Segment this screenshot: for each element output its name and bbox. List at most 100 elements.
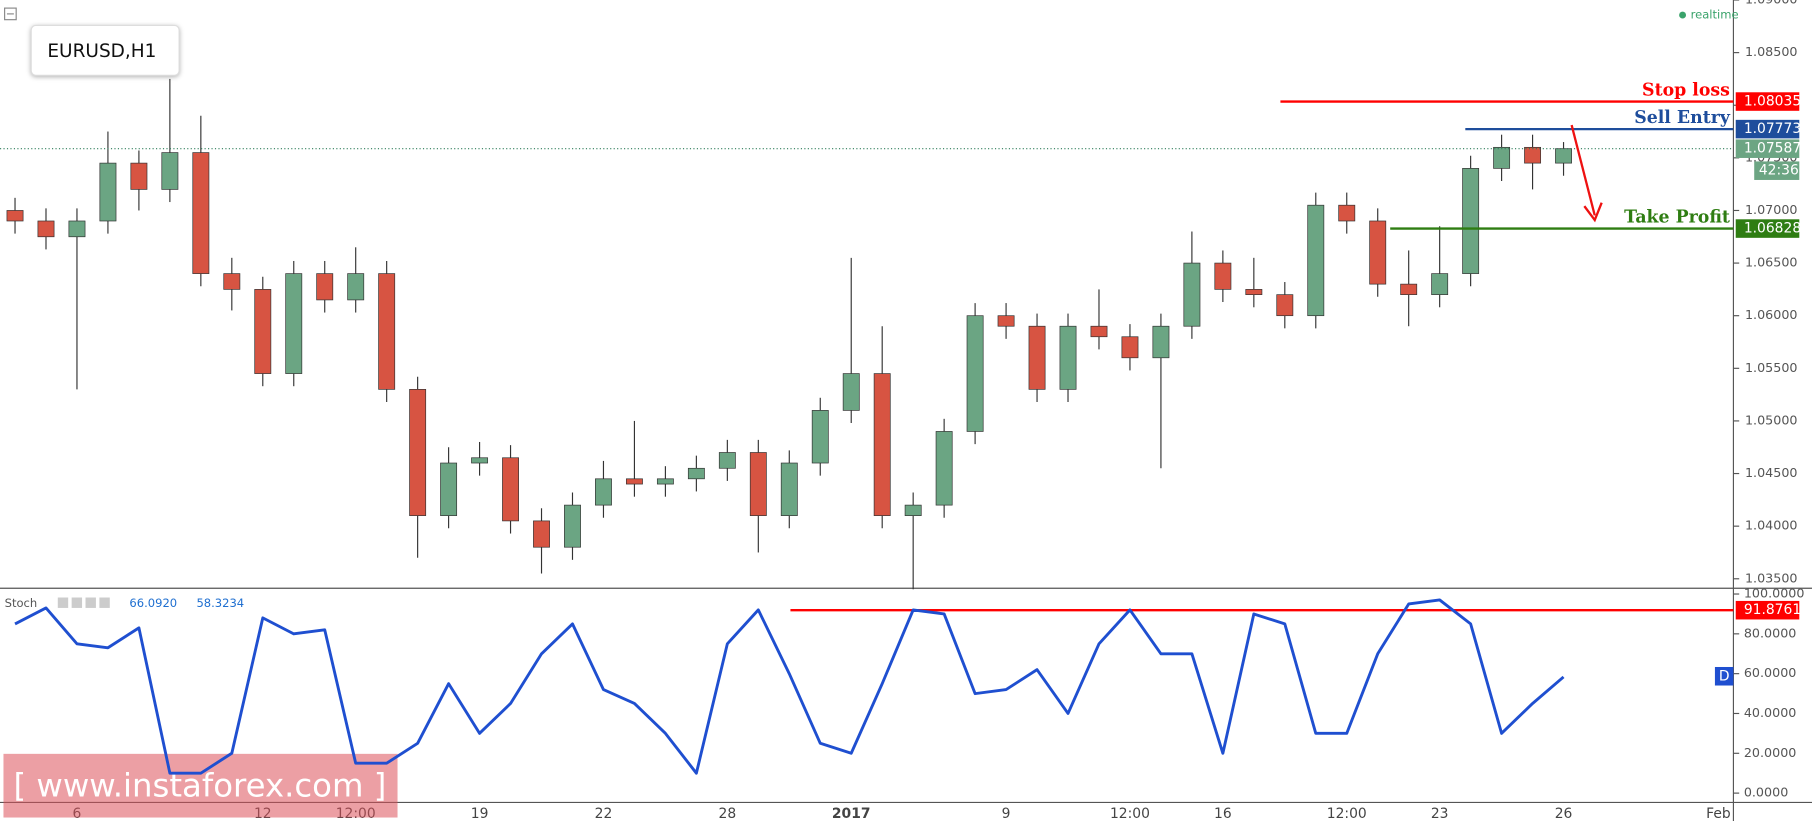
candle-body [780, 462, 798, 516]
candle-body [68, 220, 86, 238]
level-box [1735, 92, 1800, 111]
candle-body [316, 273, 334, 301]
candle-body [749, 452, 767, 516]
stoch-line [14, 598, 1565, 775]
candle-body [873, 373, 891, 516]
indicator-icon[interactable] [57, 597, 69, 608]
candle-body [1400, 283, 1418, 295]
candle-body [1524, 146, 1542, 164]
candle-body [966, 315, 984, 432]
candle-body [378, 273, 396, 390]
symbol-box[interactable] [30, 24, 180, 76]
countdown-box [1754, 161, 1800, 180]
watermark-box [3, 753, 398, 818]
candle-body [285, 273, 303, 374]
y-tick-label: 40.0000 [1744, 705, 1797, 720]
candle-body [161, 152, 179, 190]
candle-body [6, 210, 24, 222]
y-tick-label: 1.03500 [1745, 570, 1798, 585]
candle-body [1121, 336, 1139, 359]
y-tick-label: 1.05500 [1745, 360, 1798, 375]
candle-body [1152, 325, 1170, 359]
badge: D [1719, 668, 1730, 684]
indicator-icon[interactable] [99, 597, 110, 608]
candle-body [595, 478, 612, 506]
y-tick-label: 1.08500 [1745, 44, 1798, 59]
candle-body [99, 162, 117, 222]
x-tick-label: Feb [1706, 806, 1731, 821]
candle-body [440, 462, 458, 516]
symbol: EURUSD,H1 [47, 41, 156, 62]
candle-body [1307, 204, 1325, 317]
collapse-button[interactable] [4, 7, 17, 21]
candle-body [347, 273, 365, 301]
candle-body [997, 315, 1015, 327]
candle-body [192, 152, 210, 274]
last-price-label: 1.07587 [1744, 141, 1801, 157]
candle-body [471, 457, 489, 464]
candle-body [564, 504, 581, 548]
candle-body [935, 431, 953, 506]
level-box [1735, 219, 1800, 238]
y-tick-label: 1.06000 [1745, 307, 1798, 322]
y-tick-label: 1.07000 [1745, 202, 1798, 217]
candle-body [37, 220, 55, 238]
y-tick-label: 20.0000 [1744, 745, 1797, 760]
level-value: 1.06828 [1744, 221, 1801, 237]
x-tick-label: 23 [1431, 806, 1449, 821]
arrow-head [1583, 202, 1603, 223]
candle-body [254, 289, 272, 374]
x-tick-label: 22 [595, 806, 613, 821]
level-name: Take Profit [1624, 208, 1730, 228]
y-tick-label: 1.05000 [1745, 412, 1798, 427]
candle-body [1183, 262, 1201, 327]
candle-body [1369, 220, 1387, 285]
candle-body [1493, 146, 1511, 169]
arrow [1570, 124, 1596, 216]
candle-body [1276, 294, 1294, 317]
indicator-icon[interactable] [71, 597, 83, 608]
level-box [1735, 119, 1800, 139]
y-tick-label: 1.09000 [1745, 0, 1798, 7]
candle-body [223, 273, 241, 290]
candle-body [130, 162, 148, 190]
candle-body [502, 457, 519, 522]
status-dot [1679, 11, 1687, 19]
y-tick-label: 80.0000 [1744, 625, 1797, 640]
x-tick-label: 2017 [832, 806, 871, 821]
candle-body [1462, 168, 1480, 274]
candle-body [1028, 325, 1046, 390]
badge-box [1714, 666, 1734, 686]
candle-body [687, 467, 705, 480]
indicator-title: Stoch [5, 596, 38, 610]
candle-body [409, 389, 427, 516]
candle-body [1214, 262, 1232, 290]
candle-body [904, 504, 922, 516]
candle-body [1555, 148, 1572, 164]
indicator-icon[interactable] [85, 597, 96, 608]
y-tick-label: 0.0000 [1744, 785, 1788, 800]
status: realtime [1691, 8, 1739, 22]
x-tick-label: 26 [1555, 806, 1573, 821]
level-value: 91.8761 [1744, 602, 1801, 618]
level-box [1735, 600, 1800, 620]
y-tick-label: 60.0000 [1744, 665, 1797, 680]
level-value: 1.08035 [1744, 94, 1801, 110]
x-tick-label: 9 [1002, 806, 1011, 821]
y-tick-label: 1.06500 [1745, 255, 1798, 270]
y-tick-label: 1.04000 [1745, 518, 1798, 533]
indicator-value: 58.3234 [196, 596, 244, 610]
candle-body [1090, 325, 1108, 338]
candle-body [1245, 289, 1263, 295]
x-tick-label: 16 [1214, 806, 1232, 821]
last-price-box [1735, 139, 1800, 158]
level-value: 1.07773 [1744, 121, 1801, 137]
x-tick-label: 12:00 [1327, 806, 1367, 821]
candle-body [718, 452, 736, 469]
candle-body [625, 478, 643, 485]
candle-body [1431, 273, 1449, 295]
countdown: 42:36 [1759, 163, 1799, 179]
candle-body [656, 478, 674, 485]
